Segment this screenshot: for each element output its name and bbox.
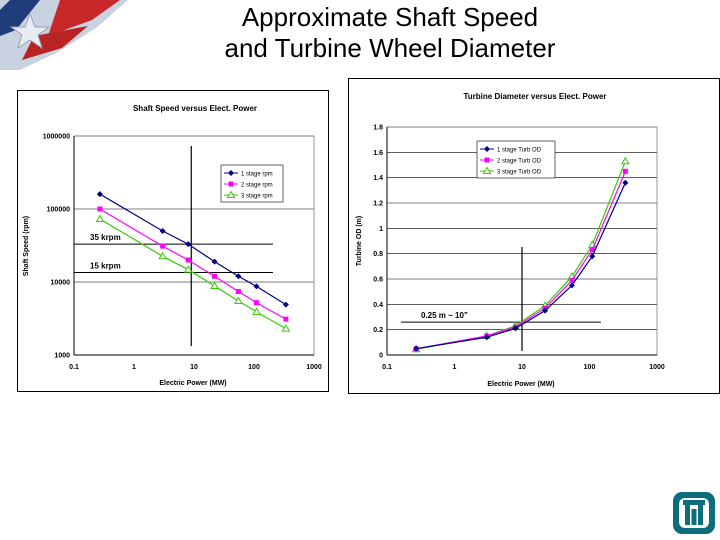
y-tick-label: 1	[379, 226, 383, 233]
y-tick-label: 0.8	[373, 251, 383, 258]
legend-marker	[226, 190, 236, 198]
series-1-stage-turb-od	[413, 179, 629, 352]
x-tick-label: 0.1	[69, 364, 79, 371]
y-tick-label: 1.4	[373, 175, 383, 182]
legend-label: 3 stage Turb OD	[497, 170, 542, 176]
data-point	[235, 289, 241, 295]
y-tick-label: 0.6	[373, 277, 383, 284]
data-point	[159, 227, 166, 234]
shaft-speed-chart-panel: Shaft Speed versus Elect. Power Electric…	[17, 90, 329, 392]
x-tick-label: 1	[132, 364, 136, 371]
data-point	[185, 241, 192, 248]
turbine-diameter-chart-panel: Turbine Diameter versus Elect. Power Ele…	[348, 78, 720, 394]
data-point	[185, 257, 191, 263]
legend-label: 1 stage rpm	[241, 172, 273, 178]
series-2-stage-rpm	[97, 206, 289, 322]
y-tick-label: 100000	[47, 207, 70, 214]
y-tick-label: 10000	[51, 280, 71, 287]
data-point	[622, 168, 628, 174]
data-point	[183, 265, 193, 273]
chart-title: Shaft Speed versus Elect. Power	[133, 104, 257, 113]
data-point	[282, 301, 289, 308]
data-point	[621, 156, 630, 165]
y-tick-label: 0	[379, 353, 383, 360]
data-point	[569, 277, 575, 283]
data-point	[212, 273, 218, 279]
reference-line-label: 35 krpm	[90, 233, 121, 242]
series-line	[99, 193, 287, 306]
legend-label: 2 stage rpm	[241, 183, 273, 189]
data-point	[281, 324, 291, 332]
data-point	[413, 345, 420, 352]
legend-marker	[484, 157, 490, 163]
data-point	[97, 206, 103, 212]
data-point	[568, 282, 575, 289]
legend-marker	[482, 166, 492, 174]
data-point	[211, 258, 218, 265]
data-point	[158, 251, 167, 260]
data-point	[210, 281, 219, 290]
data-point	[589, 247, 595, 253]
x-tick-label: 1000	[649, 364, 665, 371]
y-tick-label: 0.2	[373, 327, 383, 334]
chart-title: Turbine Diameter versus Elect. Power	[463, 92, 606, 101]
x-tick-label: 10	[518, 364, 526, 371]
x-axis-label: Electric Power (MW)	[487, 381, 554, 388]
flag-graphic	[0, 0, 128, 70]
data-point	[542, 307, 549, 314]
slide-title-line-2: and Turbine Wheel Diameter	[224, 33, 556, 63]
x-tick-label: 1	[453, 364, 457, 371]
x-tick-label: 0.1	[382, 364, 392, 371]
y-axis-label: Shaft Speed (rpm)	[23, 216, 30, 276]
y-tick-label: 1000000	[43, 134, 70, 141]
x-tick-label: 100	[248, 364, 260, 371]
data-point	[252, 307, 261, 315]
series-3-stage-turb-od	[411, 156, 630, 353]
data-point	[283, 316, 289, 322]
legend-marker	[228, 181, 234, 187]
y-axis-label: Turbine OD (m)	[356, 216, 363, 266]
x-tick-label: 10	[190, 364, 198, 371]
legend-marker	[484, 146, 490, 152]
sandia-logo	[673, 492, 715, 534]
data-point	[253, 300, 259, 306]
legend-label: 2 stage Turb OD	[497, 159, 542, 165]
data-point	[235, 273, 242, 280]
reference-line-label: 15 krpm	[90, 261, 121, 270]
data-point	[160, 243, 166, 249]
data-point	[512, 325, 519, 332]
turbine-diameter-chart: Turbine Diameter versus Elect. Power Ele…	[356, 92, 665, 388]
slide-title-line-1: Approximate Shaft Speed	[241, 2, 539, 32]
x-tick-label: 1000	[306, 364, 322, 371]
legend-marker	[228, 170, 234, 176]
data-point	[234, 296, 243, 304]
shaft-speed-chart: Shaft Speed versus Elect. Power Electric…	[23, 104, 322, 387]
data-point	[95, 214, 105, 222]
y-tick-label: 1.6	[373, 150, 383, 157]
y-tick-label: 0.4	[373, 302, 383, 309]
y-tick-label: 1.8	[373, 125, 383, 132]
data-point	[589, 253, 596, 260]
y-tick-label: 1.2	[373, 201, 383, 208]
x-tick-label: 100	[584, 364, 596, 371]
series-1-stage-rpm	[96, 191, 289, 308]
data-point	[483, 334, 490, 341]
reference-line-label: 0.25 m ~ 10”	[421, 311, 468, 320]
data-point	[622, 179, 629, 186]
legend-label: 3 stage rpm	[241, 194, 273, 200]
slide-title: Approximate Shaft Speed and Turbine Whee…	[170, 2, 610, 64]
series-3-stage-rpm	[95, 214, 291, 332]
y-tick-label: 1000	[54, 353, 70, 360]
data-point	[253, 283, 260, 290]
series-2-stage-turb-od	[413, 168, 628, 352]
data-point	[96, 191, 103, 198]
x-axis-label: Electric Power (MW)	[159, 380, 226, 387]
legend-label: 1 stage Turb OD	[497, 148, 542, 154]
